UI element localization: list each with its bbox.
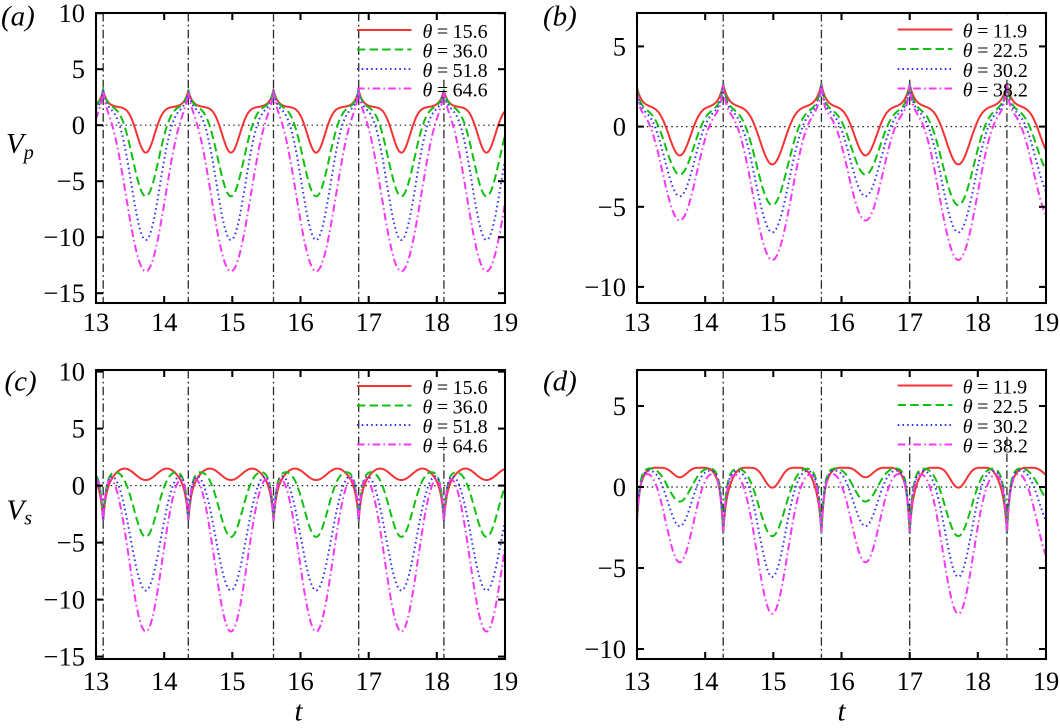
- svg-text:17: 17: [355, 307, 382, 337]
- svg-text:13: 13: [83, 307, 110, 337]
- svg-text:16: 16: [287, 666, 314, 696]
- svg-text:13: 13: [624, 666, 651, 696]
- svg-text:0: 0: [72, 110, 85, 140]
- svg-text:t: t: [294, 696, 303, 728]
- svg-text:θ=38.2: θ = 38.2: [963, 80, 1028, 102]
- svg-text:θ=51.8: θ = 51.8: [423, 416, 488, 438]
- svg-text:10: 10: [59, 0, 86, 28]
- svg-text:14: 14: [692, 307, 719, 337]
- svg-text:18: 18: [424, 307, 451, 337]
- svg-text:−10: −10: [44, 585, 85, 615]
- svg-text:5: 5: [613, 31, 626, 61]
- svg-text:t: t: [837, 696, 846, 728]
- svg-text:5: 5: [613, 391, 626, 421]
- svg-text:18: 18: [424, 666, 451, 696]
- svg-text:0: 0: [72, 471, 85, 501]
- svg-text:14: 14: [151, 307, 178, 337]
- svg-text:15: 15: [760, 307, 787, 337]
- svg-text:17: 17: [355, 666, 382, 696]
- svg-text:16: 16: [828, 666, 855, 696]
- svg-text:15: 15: [760, 666, 787, 696]
- svg-text:5: 5: [72, 54, 85, 84]
- svg-text:Vp: Vp: [6, 128, 34, 164]
- svg-text:−10: −10: [44, 222, 85, 252]
- svg-text:θ=15.6: θ = 15.6: [423, 377, 488, 399]
- svg-text:θ=11.9: θ = 11.9: [963, 21, 1027, 43]
- svg-text:15: 15: [219, 666, 246, 696]
- svg-text:−10: −10: [585, 634, 626, 664]
- svg-text:θ=30.2: θ = 30.2: [963, 416, 1028, 438]
- svg-text:−5: −5: [57, 528, 85, 558]
- svg-text:−15: −15: [44, 278, 85, 308]
- svg-text:19: 19: [492, 307, 519, 337]
- svg-text:15: 15: [219, 307, 246, 337]
- svg-text:(b): (b): [543, 1, 577, 33]
- svg-text:θ=11.9: θ = 11.9: [963, 377, 1027, 399]
- svg-text:5: 5: [72, 414, 85, 444]
- svg-text:θ=64.6: θ = 64.6: [423, 436, 488, 458]
- svg-text:−15: −15: [44, 642, 85, 672]
- svg-text:(d): (d): [543, 366, 577, 398]
- svg-text:θ=38.2: θ = 38.2: [963, 436, 1028, 458]
- svg-text:13: 13: [83, 666, 110, 696]
- svg-text:θ=51.8: θ = 51.8: [423, 60, 488, 82]
- svg-text:14: 14: [151, 666, 178, 696]
- svg-text:18: 18: [965, 307, 992, 337]
- svg-text:16: 16: [287, 307, 314, 337]
- svg-text:19: 19: [1033, 307, 1060, 337]
- svg-text:18: 18: [965, 666, 992, 696]
- svg-text:(c): (c): [5, 366, 37, 398]
- svg-text:θ=36.0: θ = 36.0: [423, 397, 488, 419]
- svg-text:(a): (a): [1, 1, 35, 33]
- svg-text:19: 19: [1033, 666, 1060, 696]
- svg-text:θ=64.6: θ = 64.6: [423, 80, 488, 102]
- svg-text:Vs: Vs: [7, 495, 33, 530]
- svg-text:θ=22.5: θ = 22.5: [963, 396, 1028, 418]
- svg-text:θ=22.5: θ = 22.5: [963, 40, 1028, 62]
- svg-text:17: 17: [896, 307, 923, 337]
- svg-text:−5: −5: [57, 166, 85, 196]
- svg-text:−5: −5: [598, 553, 626, 583]
- svg-text:0: 0: [613, 112, 626, 142]
- svg-text:−10: −10: [585, 272, 626, 302]
- svg-text:14: 14: [692, 666, 719, 696]
- svg-text:−5: −5: [598, 192, 626, 222]
- svg-text:0: 0: [613, 472, 626, 502]
- svg-text:13: 13: [624, 307, 651, 337]
- svg-text:θ=30.2: θ = 30.2: [963, 60, 1028, 82]
- svg-text:θ=15.6: θ = 15.6: [423, 21, 488, 43]
- svg-text:10: 10: [59, 357, 86, 387]
- svg-text:17: 17: [896, 666, 923, 696]
- svg-text:19: 19: [492, 666, 519, 696]
- svg-text:θ=36.0: θ = 36.0: [423, 41, 488, 63]
- svg-text:16: 16: [828, 307, 855, 337]
